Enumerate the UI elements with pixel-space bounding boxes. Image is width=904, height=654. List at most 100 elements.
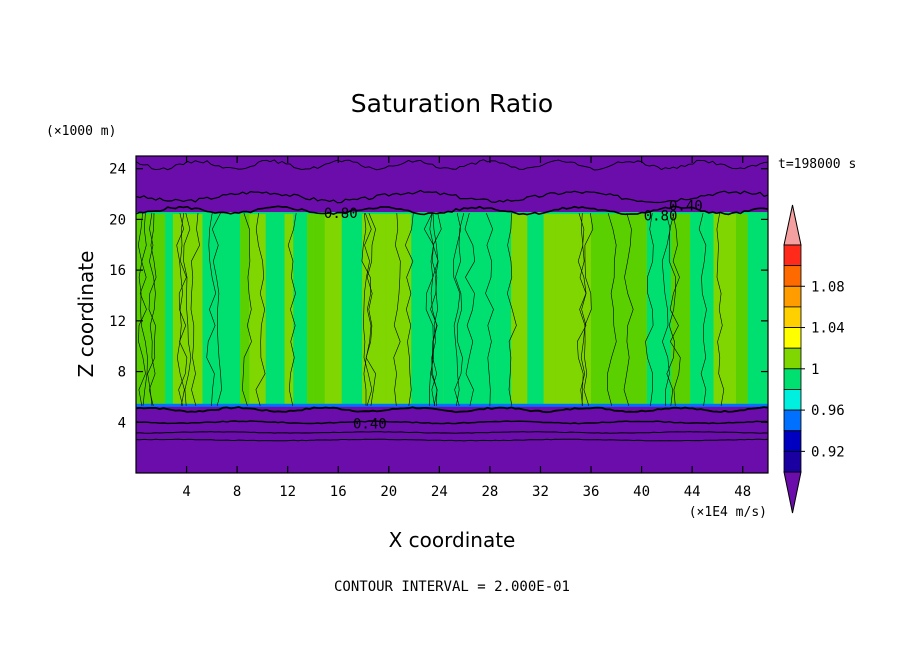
contour-line — [148, 213, 156, 406]
time-label: t=198000 s — [778, 157, 856, 172]
column-streak — [495, 213, 512, 406]
contour-line — [393, 213, 401, 406]
y-tick-label: 4 — [118, 415, 126, 431]
contour-line — [242, 213, 252, 406]
contour-line — [136, 438, 768, 442]
colorbar-swatch — [783, 244, 802, 267]
contour-label: 0.40 — [353, 417, 387, 433]
column-streak — [218, 213, 241, 406]
x-tick-label: 32 — [532, 484, 549, 500]
column-streak — [172, 213, 203, 406]
y-tick-label: 24 — [109, 162, 126, 178]
contour-line — [147, 213, 157, 406]
contour-line — [137, 213, 147, 406]
contour-line — [136, 159, 768, 171]
upper-rim — [136, 212, 768, 215]
colorbar-swatch — [783, 409, 802, 432]
column-streak — [307, 213, 314, 406]
colorbar-label: 1.08 — [811, 279, 845, 295]
contour-label: 0.80 — [644, 209, 678, 225]
colorbar-swatch — [783, 306, 802, 328]
contour-label: 0.80 — [324, 206, 358, 222]
column-streak — [465, 213, 496, 406]
contour-line — [623, 213, 634, 406]
contour-line — [138, 213, 148, 406]
chart-title: Saturation Ratio — [351, 89, 553, 118]
column-streak — [511, 213, 528, 406]
colorbar-arrow-top — [783, 204, 802, 246]
y-axis-label: Z coordinate — [74, 251, 98, 378]
contour-line — [136, 431, 768, 434]
contour-line — [430, 213, 439, 406]
contour-line — [506, 213, 517, 406]
x-axis-label: X coordinate — [389, 528, 516, 552]
column-streak — [313, 213, 325, 406]
lower-rim — [136, 403, 768, 407]
contour-lines — [136, 159, 768, 442]
colorbar-arrow-bottom — [783, 471, 802, 514]
contour-labels: 0.400.800.800.40 — [324, 198, 703, 432]
colorbar-swatch — [783, 265, 802, 287]
y-tick-label: 12 — [109, 314, 126, 330]
column-streak — [293, 213, 308, 406]
contour-line — [454, 213, 465, 406]
y-tick-label: 16 — [109, 263, 126, 279]
contour-line — [452, 213, 462, 406]
x-tick-label: 12 — [279, 484, 296, 500]
contour-line — [365, 212, 376, 406]
column-streak — [713, 213, 737, 406]
column-streak — [618, 213, 647, 406]
column-streak — [736, 213, 748, 406]
contour-line — [404, 213, 414, 406]
contour-line — [211, 212, 222, 406]
column-streak — [527, 213, 544, 406]
colorbar-swatch — [783, 327, 802, 349]
column-streak — [555, 213, 580, 406]
contour-line — [287, 213, 297, 406]
contour-line — [576, 213, 587, 406]
x-tick-label: 8 — [233, 484, 241, 500]
colorbar-swatch — [783, 430, 802, 452]
column-streak — [362, 213, 387, 406]
column-streak — [324, 213, 342, 406]
colorbar-swatch — [783, 347, 802, 370]
contour-line — [666, 213, 676, 406]
column-streak — [341, 213, 363, 406]
column-streak — [579, 213, 592, 406]
column-streak — [394, 213, 412, 406]
x-tick-label: 44 — [684, 484, 701, 500]
contour-line — [176, 213, 185, 406]
x-tick-label: 48 — [734, 484, 751, 500]
layer-band — [136, 405, 768, 473]
y-tick-label: 8 — [118, 365, 126, 381]
x-tick-label: 36 — [583, 484, 600, 500]
colorbar-swatch — [783, 389, 802, 411]
contour-line — [363, 212, 373, 406]
contour-line — [136, 189, 768, 204]
column-streak — [249, 213, 266, 406]
contour-line — [206, 213, 217, 406]
contour-line — [136, 420, 768, 425]
column-streak — [747, 213, 768, 406]
x-tick-label: 4 — [182, 484, 190, 500]
plot-frame — [135, 155, 769, 474]
contour-line — [361, 213, 372, 406]
y-axis: 4 8 12 16 20 24 — [109, 162, 768, 431]
contour-line — [183, 213, 192, 406]
x-tick-label: 28 — [481, 484, 498, 500]
contour-interval-footer: CONTOUR INTERVAL = 2.000E-01 — [334, 579, 570, 595]
y-tick-label: 20 — [109, 212, 126, 228]
contour-line — [431, 213, 442, 406]
contour-line — [136, 205, 768, 216]
contour-label: 0.40 — [669, 198, 703, 214]
layer-band — [136, 156, 768, 214]
x-axis: 4 8 12 16 20 24 28 32 36 40 44 48 — [182, 156, 751, 500]
colorbar-label: 0.92 — [811, 444, 845, 460]
column-streak — [240, 213, 250, 406]
column-streak — [165, 213, 173, 406]
contour-line — [661, 213, 671, 406]
x-tick-label: 20 — [380, 484, 397, 500]
column-streak — [543, 213, 556, 406]
column-streak — [670, 213, 691, 406]
